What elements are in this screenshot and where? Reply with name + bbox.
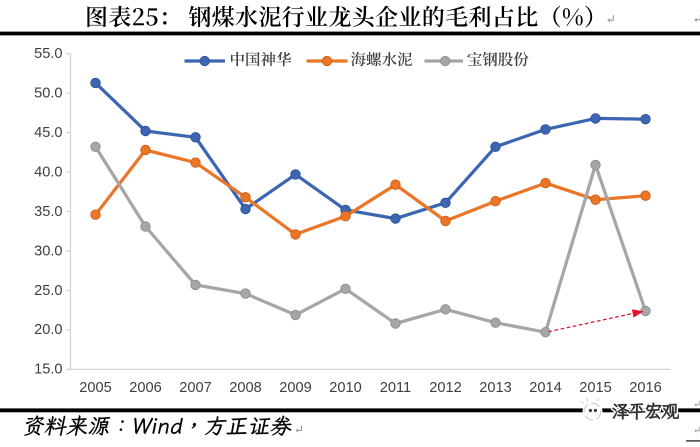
- svg-text:2015: 2015: [579, 380, 611, 396]
- svg-text:15.0: 15.0: [34, 362, 62, 378]
- svg-text:2006: 2006: [129, 380, 161, 396]
- svg-text:55.0: 55.0: [34, 46, 62, 62]
- svg-text:2005: 2005: [79, 380, 111, 396]
- svg-text:50.0: 50.0: [34, 86, 62, 102]
- svg-text:2013: 2013: [479, 380, 511, 396]
- svg-text:2007: 2007: [179, 380, 211, 396]
- svg-text:30.0: 30.0: [34, 243, 62, 259]
- svg-text:2014: 2014: [529, 380, 561, 396]
- svg-text:2008: 2008: [229, 380, 261, 396]
- svg-text:2016: 2016: [629, 380, 661, 396]
- svg-text:20.0: 20.0: [34, 322, 62, 338]
- svg-text:2011: 2011: [380, 380, 411, 396]
- svg-text:25.0: 25.0: [34, 283, 62, 299]
- svg-text:2009: 2009: [279, 380, 311, 396]
- svg-text:45.0: 45.0: [34, 125, 62, 141]
- svg-text:40.0: 40.0: [34, 165, 62, 181]
- svg-text:2010: 2010: [329, 380, 361, 396]
- svg-text:35.0: 35.0: [34, 204, 62, 220]
- svg-text:2012: 2012: [429, 380, 461, 396]
